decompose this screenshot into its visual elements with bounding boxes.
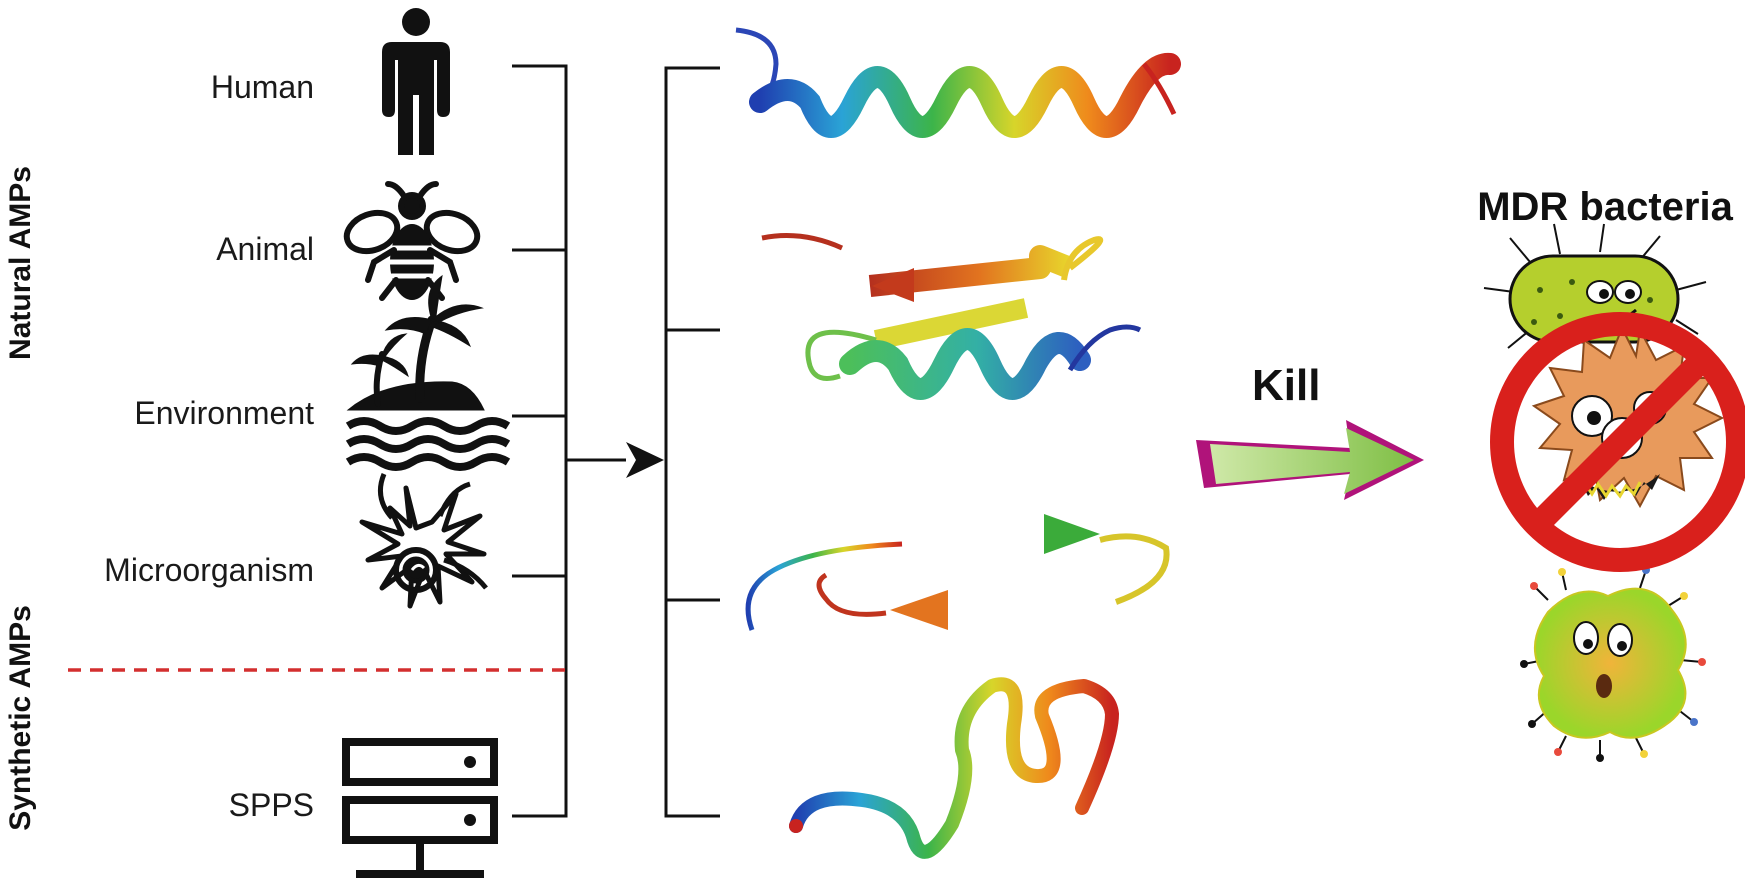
blob-bacterium — [1520, 566, 1706, 762]
kill-arrow — [1196, 420, 1424, 500]
random-coil-structure — [789, 677, 1119, 859]
bracket-arrowhead — [626, 442, 664, 478]
source-label-animal: Animal — [216, 231, 314, 267]
microbe-icon — [359, 473, 488, 609]
sources-bracket — [512, 64, 626, 818]
source-label-human: Human — [211, 69, 314, 105]
source-label-environment: Environment — [134, 395, 314, 431]
prohibition-icon — [1490, 312, 1745, 572]
mdr-bacteria-label: MDR bacteria — [1477, 185, 1733, 229]
natural-amps-label: Natural AMPs — [4, 166, 37, 360]
beta-helix-structure — [761, 233, 1142, 400]
structures-bracket — [664, 66, 720, 818]
beta-hairpin-structure — [745, 514, 1170, 631]
island-icon — [345, 274, 511, 471]
source-label-microorganism: Microorganism — [104, 552, 314, 588]
source-label-spps: SPPS — [229, 787, 314, 823]
alpha-helix-structure — [735, 27, 1181, 138]
bee-icon — [343, 181, 481, 301]
server-icon — [342, 738, 498, 878]
synthetic-amps-label: Synthetic AMPs — [4, 605, 37, 831]
human-icon — [382, 8, 450, 155]
kill-label: Kill — [1252, 361, 1320, 410]
